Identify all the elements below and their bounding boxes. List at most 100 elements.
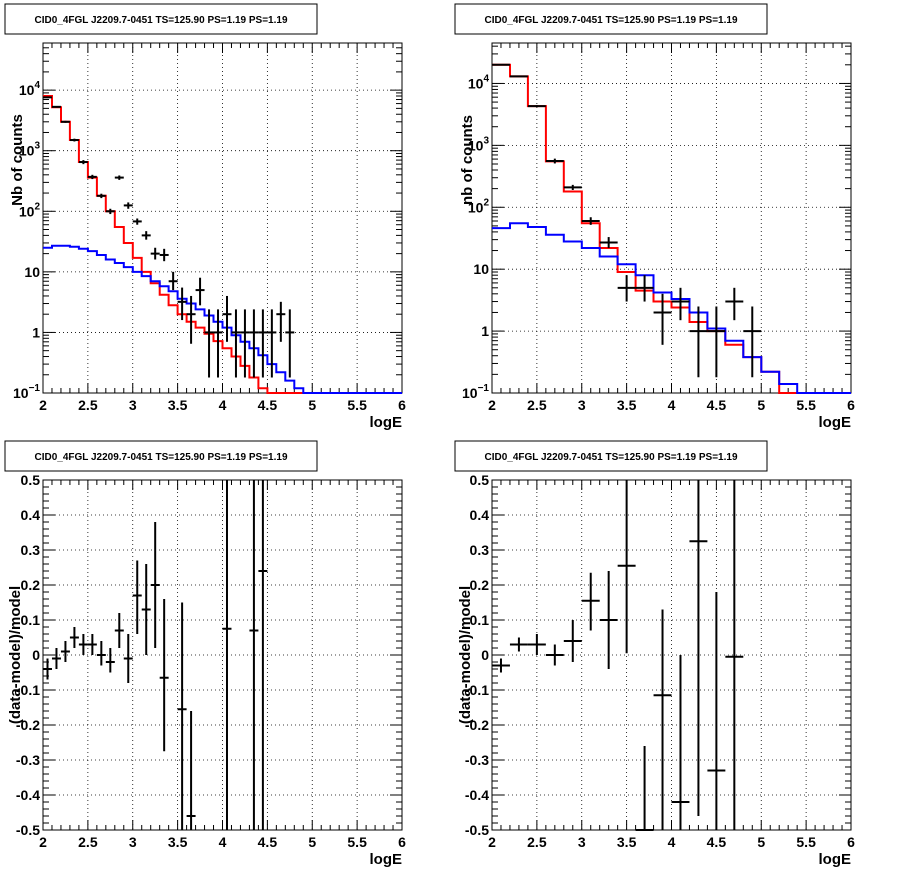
y-tick-label: 0.1 [470, 612, 490, 628]
x-tick-label: 6 [398, 834, 406, 850]
residual-point [545, 644, 564, 666]
y-tick-label: 103 [19, 141, 41, 159]
residual-point [132, 560, 142, 634]
data-point [168, 271, 178, 291]
x-tick-label: 2 [39, 397, 47, 413]
x-tick-label: 5.5 [347, 397, 367, 413]
data-point [725, 287, 744, 321]
total_model-histogram [43, 95, 402, 394]
y-tick-label: -0.3 [16, 752, 40, 768]
y-tick-label: 0.2 [21, 577, 41, 593]
residual-point [141, 564, 151, 655]
data-point [60, 120, 70, 123]
x-tick-label: 4.5 [707, 834, 727, 850]
residual-point [509, 637, 528, 652]
y-axis-label: (data-model)/model [457, 586, 474, 724]
x-tick-label: 4 [668, 397, 676, 413]
data-point [186, 295, 196, 344]
data-point [276, 301, 286, 342]
y-tick-label: 103 [468, 135, 490, 153]
ticks [42, 42, 403, 394]
y-tick-label: 102 [19, 201, 41, 219]
data-point [285, 309, 295, 378]
data-point [141, 231, 151, 240]
ticks [491, 43, 852, 394]
residual-point [492, 658, 510, 673]
y-tick-label: 0.2 [470, 577, 490, 593]
y-tick-label: 0.4 [470, 507, 490, 523]
x-tick-label: 3 [578, 397, 586, 413]
x-tick-label: 2.5 [527, 397, 547, 413]
x-axis-label: logE [819, 851, 852, 868]
x-tick-label: 2 [39, 834, 47, 850]
residual-point [51, 648, 61, 669]
residual-point [150, 522, 160, 648]
residual-point [617, 480, 636, 654]
data-point [132, 218, 142, 225]
y-tick-label: 102 [468, 197, 490, 215]
residual-point [599, 571, 618, 669]
residual-point [159, 599, 169, 752]
data-point [545, 158, 564, 164]
y-tick-label: 0.1 [21, 612, 41, 628]
data-point [150, 247, 160, 260]
y-axis-label: nb of counts [459, 115, 476, 205]
data-point [51, 105, 61, 108]
y-tick-label: 0.3 [21, 542, 41, 558]
residual-point [563, 620, 582, 662]
data-point [123, 202, 133, 209]
x-tick-label: 5 [308, 397, 316, 413]
title-box [4, 440, 318, 472]
y-tick-label: -0.5 [465, 822, 489, 838]
y-tick-label: 10−1 [13, 383, 40, 401]
y-tick-label: 0.4 [21, 507, 41, 523]
x-tick-label: 3.5 [168, 397, 188, 413]
data-point [69, 138, 79, 142]
data-point [159, 248, 169, 262]
x-tick-label: 5.5 [796, 397, 816, 413]
residual-point [671, 655, 690, 830]
residual-point [105, 648, 115, 673]
data-point [78, 160, 88, 165]
data-point [267, 309, 277, 378]
x-tick-label: 4.5 [707, 397, 727, 413]
data-point [105, 208, 115, 215]
panel-2: CID0_4FGL J2209.7-0451 TS=125.90 PS=1.19… [454, 3, 855, 431]
x-tick-label: 5 [308, 834, 316, 850]
x-tick-label: 2 [488, 834, 496, 850]
x-tick-label: 2.5 [78, 834, 98, 850]
residual-point [527, 634, 546, 655]
data-point [249, 309, 259, 378]
y-tick-label: 0.3 [470, 542, 490, 558]
x-tick-label: 6 [847, 834, 855, 850]
data-point [240, 309, 250, 378]
x-tick-label: 5 [757, 397, 765, 413]
residual-point [78, 634, 88, 655]
x-tick-label: 3.5 [617, 834, 637, 850]
y-tick-label: -0.3 [465, 752, 489, 768]
ticks [491, 479, 852, 831]
y-axis-label: Nb of counts [9, 114, 26, 206]
ticks [42, 479, 403, 831]
data-point [689, 306, 708, 378]
x-tick-label: 4 [668, 834, 676, 850]
y-tick-label: -0.2 [16, 717, 40, 733]
grid [492, 43, 851, 393]
panel-title: CID0_4FGL J2209.7-0451 TS=125.90 PS=1.19… [484, 452, 737, 463]
y-tick-label: -0.4 [16, 787, 40, 803]
data-point [87, 174, 97, 180]
residual-point [653, 609, 672, 830]
data-point [492, 63, 510, 66]
title-box [454, 3, 768, 35]
y-tick-label: -0.1 [16, 682, 40, 698]
panel-title: CID0_4FGL J2209.7-0451 TS=125.90 PS=1.19… [34, 452, 287, 463]
x-axis-label: logE [819, 414, 852, 431]
residual-point [114, 613, 124, 648]
y-tick-label: 0 [481, 647, 489, 663]
residual-point [69, 627, 79, 648]
data-point [671, 287, 690, 321]
x-tick-label: 4.5 [258, 834, 278, 850]
data-point [617, 275, 636, 302]
x-tick-label: 5.5 [347, 834, 367, 850]
y-tick-label: 1 [481, 323, 489, 339]
